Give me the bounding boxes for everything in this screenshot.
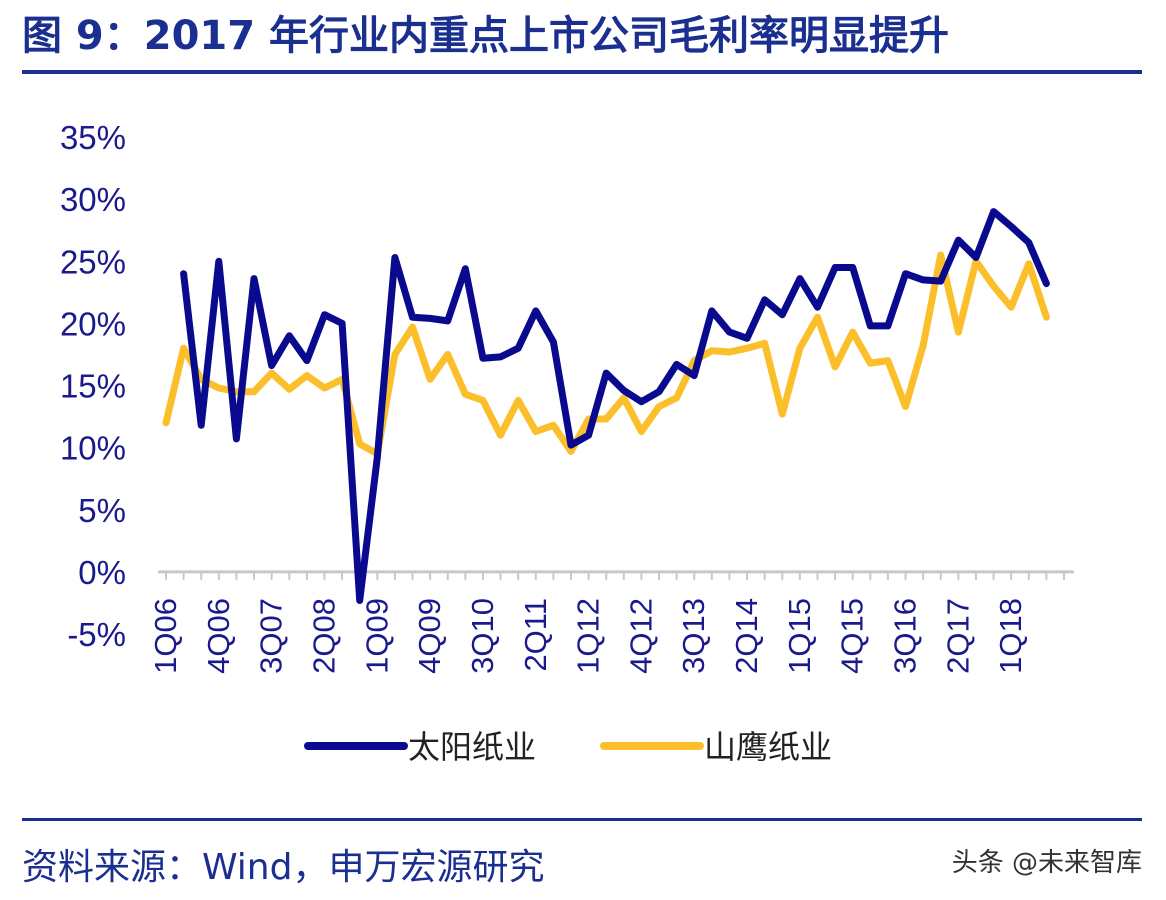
series-line-1 <box>180 208 1050 604</box>
y-tick-label: -5% <box>67 616 126 653</box>
y-tick-label: 25% <box>60 243 126 280</box>
y-tick-label: 20% <box>60 305 126 342</box>
watermark: 头条 @未来智库 <box>951 848 1142 878</box>
legend-label-2: 山鹰纸业 <box>704 728 832 766</box>
series-line-2 <box>162 251 1050 458</box>
legend-label-1: 太阳纸业 <box>408 728 536 766</box>
x-tick-label: 1Q06 <box>148 598 183 674</box>
x-tick-label: 2Q17 <box>940 598 975 674</box>
footer-divider <box>22 818 1142 821</box>
line-chart: 35% 30% 25% 20% 15% 10% 5% 0% -5% 1Q06 4Q06 3Q07 2Q… <box>60 119 1074 766</box>
y-tick-label: 30% <box>60 181 126 218</box>
source-note: 资料来源：Wind，申万宏源研究 <box>22 847 545 888</box>
x-tick-label: 4Q15 <box>835 598 870 674</box>
page-title: 图 9：2017 年行业内重点上市公司毛利率明显提升 <box>22 13 950 59</box>
x-tick-label: 1Q12 <box>571 598 606 674</box>
x-tick-label: 2Q08 <box>306 598 341 674</box>
x-tick-label: 4Q12 <box>623 598 658 674</box>
x-tick-label: 2Q11 <box>518 598 553 672</box>
x-tick-label: 4Q06 <box>201 598 236 674</box>
x-tick-label: 3Q16 <box>888 598 923 674</box>
x-tick-label: 2Q14 <box>729 598 764 674</box>
y-tick-label: 5% <box>78 492 126 529</box>
y-tick-label: 35% <box>60 119 126 156</box>
title-divider <box>22 70 1142 74</box>
x-tick-label: 3Q13 <box>676 598 711 674</box>
x-tick-label: 3Q10 <box>465 598 500 674</box>
y-tick-label: 10% <box>60 430 126 467</box>
x-tick-label: 1Q15 <box>782 598 817 674</box>
x-tick-label: 1Q09 <box>359 598 394 674</box>
y-tick-label: 0% <box>78 554 126 591</box>
y-tick-label: 15% <box>60 368 126 405</box>
x-tick-label: 4Q09 <box>412 598 447 674</box>
x-tick-label: 1Q18 <box>993 598 1028 674</box>
x-tick-label: 3Q07 <box>254 598 289 674</box>
